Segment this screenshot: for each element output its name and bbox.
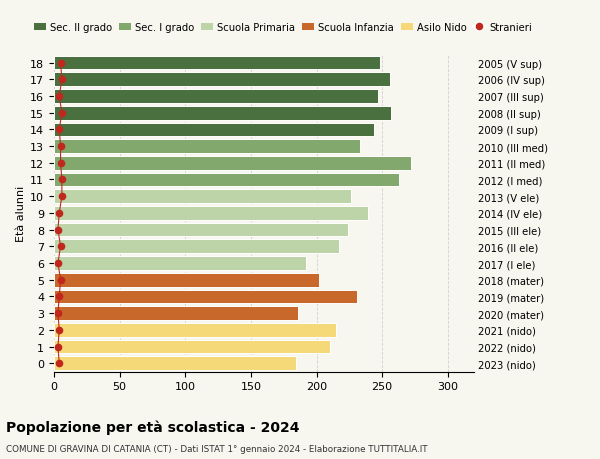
Bar <box>54 223 348 237</box>
Bar <box>54 290 357 303</box>
Bar <box>54 190 350 204</box>
Bar <box>54 257 306 270</box>
Bar <box>54 90 378 104</box>
Bar <box>54 207 368 220</box>
Legend: Sec. II grado, Sec. I grado, Scuola Primaria, Scuola Infanzia, Asilo Nido, Stran: Sec. II grado, Sec. I grado, Scuola Prim… <box>29 19 536 37</box>
Bar <box>54 357 296 370</box>
Text: COMUNE DI GRAVINA DI CATANIA (CT) - Dati ISTAT 1° gennaio 2024 - Elaborazione TU: COMUNE DI GRAVINA DI CATANIA (CT) - Dati… <box>6 444 428 453</box>
Bar <box>54 340 329 353</box>
Bar <box>54 73 390 87</box>
Bar <box>54 123 374 137</box>
Bar <box>54 173 399 187</box>
Bar <box>54 157 411 170</box>
Bar <box>54 240 339 254</box>
Bar <box>54 323 336 337</box>
Bar <box>54 56 380 70</box>
Bar <box>54 273 319 287</box>
Bar <box>54 106 391 120</box>
Y-axis label: Età alunni: Età alunni <box>16 185 26 241</box>
Bar <box>54 307 298 320</box>
Bar <box>54 140 360 154</box>
Text: Popolazione per età scolastica - 2024: Popolazione per età scolastica - 2024 <box>6 420 299 435</box>
